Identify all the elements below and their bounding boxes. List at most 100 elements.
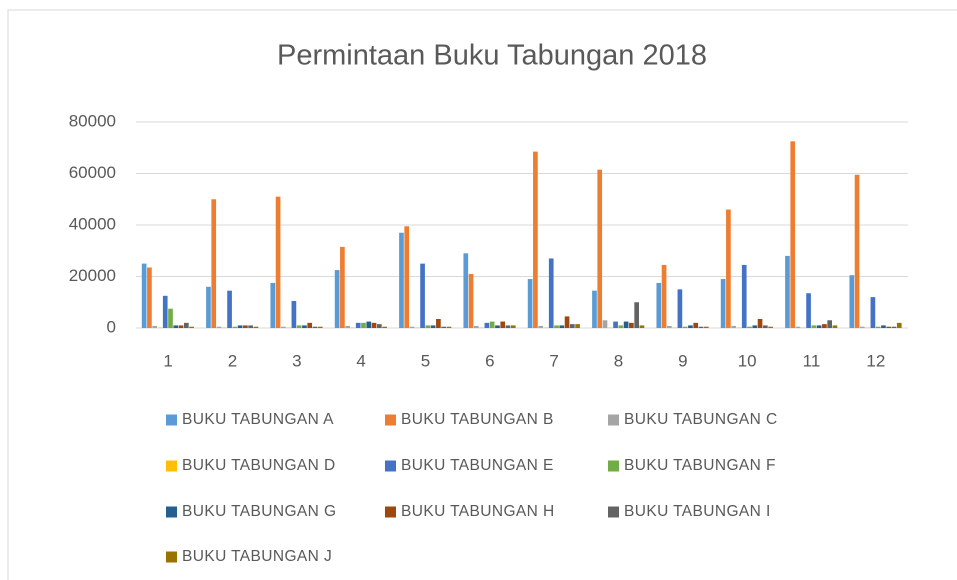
legend-swatch	[385, 414, 396, 426]
bar	[168, 308, 173, 328]
bar	[441, 326, 447, 328]
bar	[726, 209, 731, 328]
bar	[731, 325, 737, 328]
bar	[350, 327, 356, 328]
bar	[253, 326, 259, 328]
bar	[189, 326, 194, 328]
bar	[157, 327, 163, 328]
bar	[554, 325, 559, 328]
bar	[183, 322, 189, 328]
bar	[564, 316, 570, 328]
legend-swatch	[166, 551, 177, 563]
bar	[634, 302, 640, 328]
bar	[382, 326, 387, 328]
bar	[762, 325, 768, 328]
legend-label: BUKU TABUNGAN C	[624, 411, 778, 428]
x-tick-label: 11	[803, 351, 821, 370]
x-tick-label: 2	[228, 351, 237, 370]
bar	[693, 322, 699, 328]
bar	[822, 324, 827, 328]
y-tick-label: 60000	[69, 163, 116, 182]
bar	[275, 196, 281, 328]
bar	[178, 325, 184, 328]
bar	[597, 169, 603, 328]
legend-swatch	[608, 506, 619, 518]
legend-swatch	[608, 460, 619, 472]
bar	[173, 325, 179, 328]
x-tick-label: 5	[421, 351, 430, 370]
bar	[414, 327, 420, 328]
bar	[317, 326, 323, 328]
bar	[672, 327, 677, 328]
bar	[703, 326, 709, 328]
bar	[221, 327, 227, 328]
bar	[463, 253, 469, 328]
x-tick-label: 3	[292, 351, 301, 370]
bar	[720, 279, 726, 328]
bar	[757, 318, 763, 328]
bar	[232, 326, 238, 328]
legend-swatch	[166, 460, 177, 472]
bar	[811, 325, 817, 328]
bar	[854, 174, 860, 328]
bar	[785, 255, 790, 328]
bar	[533, 151, 538, 328]
y-tick-label: 40000	[69, 214, 116, 233]
bar	[629, 322, 634, 328]
legend-label: BUKU TABUNGAN J	[182, 548, 332, 565]
bar	[227, 290, 232, 328]
bar	[366, 321, 372, 328]
legend-label: BUKU TABUNGAN F	[624, 457, 776, 474]
bar	[243, 325, 248, 328]
bar	[237, 325, 243, 328]
bar	[896, 322, 902, 328]
bar	[865, 327, 870, 328]
bar	[607, 327, 613, 328]
bar	[489, 321, 495, 328]
x-tick-label: 6	[485, 351, 494, 370]
legend-label: BUKU TABUNGAN B	[401, 411, 554, 428]
bar	[875, 326, 881, 328]
bar	[206, 286, 211, 328]
bar	[270, 282, 276, 328]
bar	[795, 326, 801, 328]
legend-swatch	[166, 506, 177, 518]
legend-label: BUKU TABUNGAN A	[182, 411, 334, 428]
bar	[474, 325, 479, 328]
x-tick-label: 12	[866, 351, 885, 370]
legend-swatch	[166, 414, 177, 426]
bar	[216, 326, 222, 328]
bar	[827, 320, 833, 328]
bar	[849, 275, 855, 328]
bar	[376, 324, 382, 328]
bar	[768, 326, 773, 328]
bar	[870, 297, 876, 328]
y-tick-label: 0	[107, 317, 116, 336]
bar	[248, 325, 254, 328]
bar	[446, 326, 452, 328]
bar	[559, 325, 565, 328]
legend-swatch	[608, 414, 619, 426]
bar	[741, 264, 747, 328]
x-tick-label: 7	[549, 351, 558, 370]
bar	[307, 322, 313, 328]
bar	[505, 325, 511, 328]
x-tick-label: 4	[356, 351, 365, 370]
bar	[286, 327, 291, 328]
bar	[575, 324, 580, 328]
chart-frame	[7, 9, 957, 580]
bar	[500, 321, 506, 328]
legend-label: BUKU TABUNGAN D	[182, 457, 336, 474]
bar	[602, 320, 608, 328]
bar	[340, 246, 345, 328]
bar	[661, 264, 667, 328]
bar	[479, 327, 484, 328]
bar	[436, 318, 441, 328]
legend-swatch	[385, 506, 396, 518]
bar	[682, 326, 688, 328]
y-tick-label: 20000	[69, 266, 116, 285]
x-tick-label: 8	[614, 351, 623, 370]
bar	[425, 325, 431, 328]
bar	[495, 325, 500, 328]
